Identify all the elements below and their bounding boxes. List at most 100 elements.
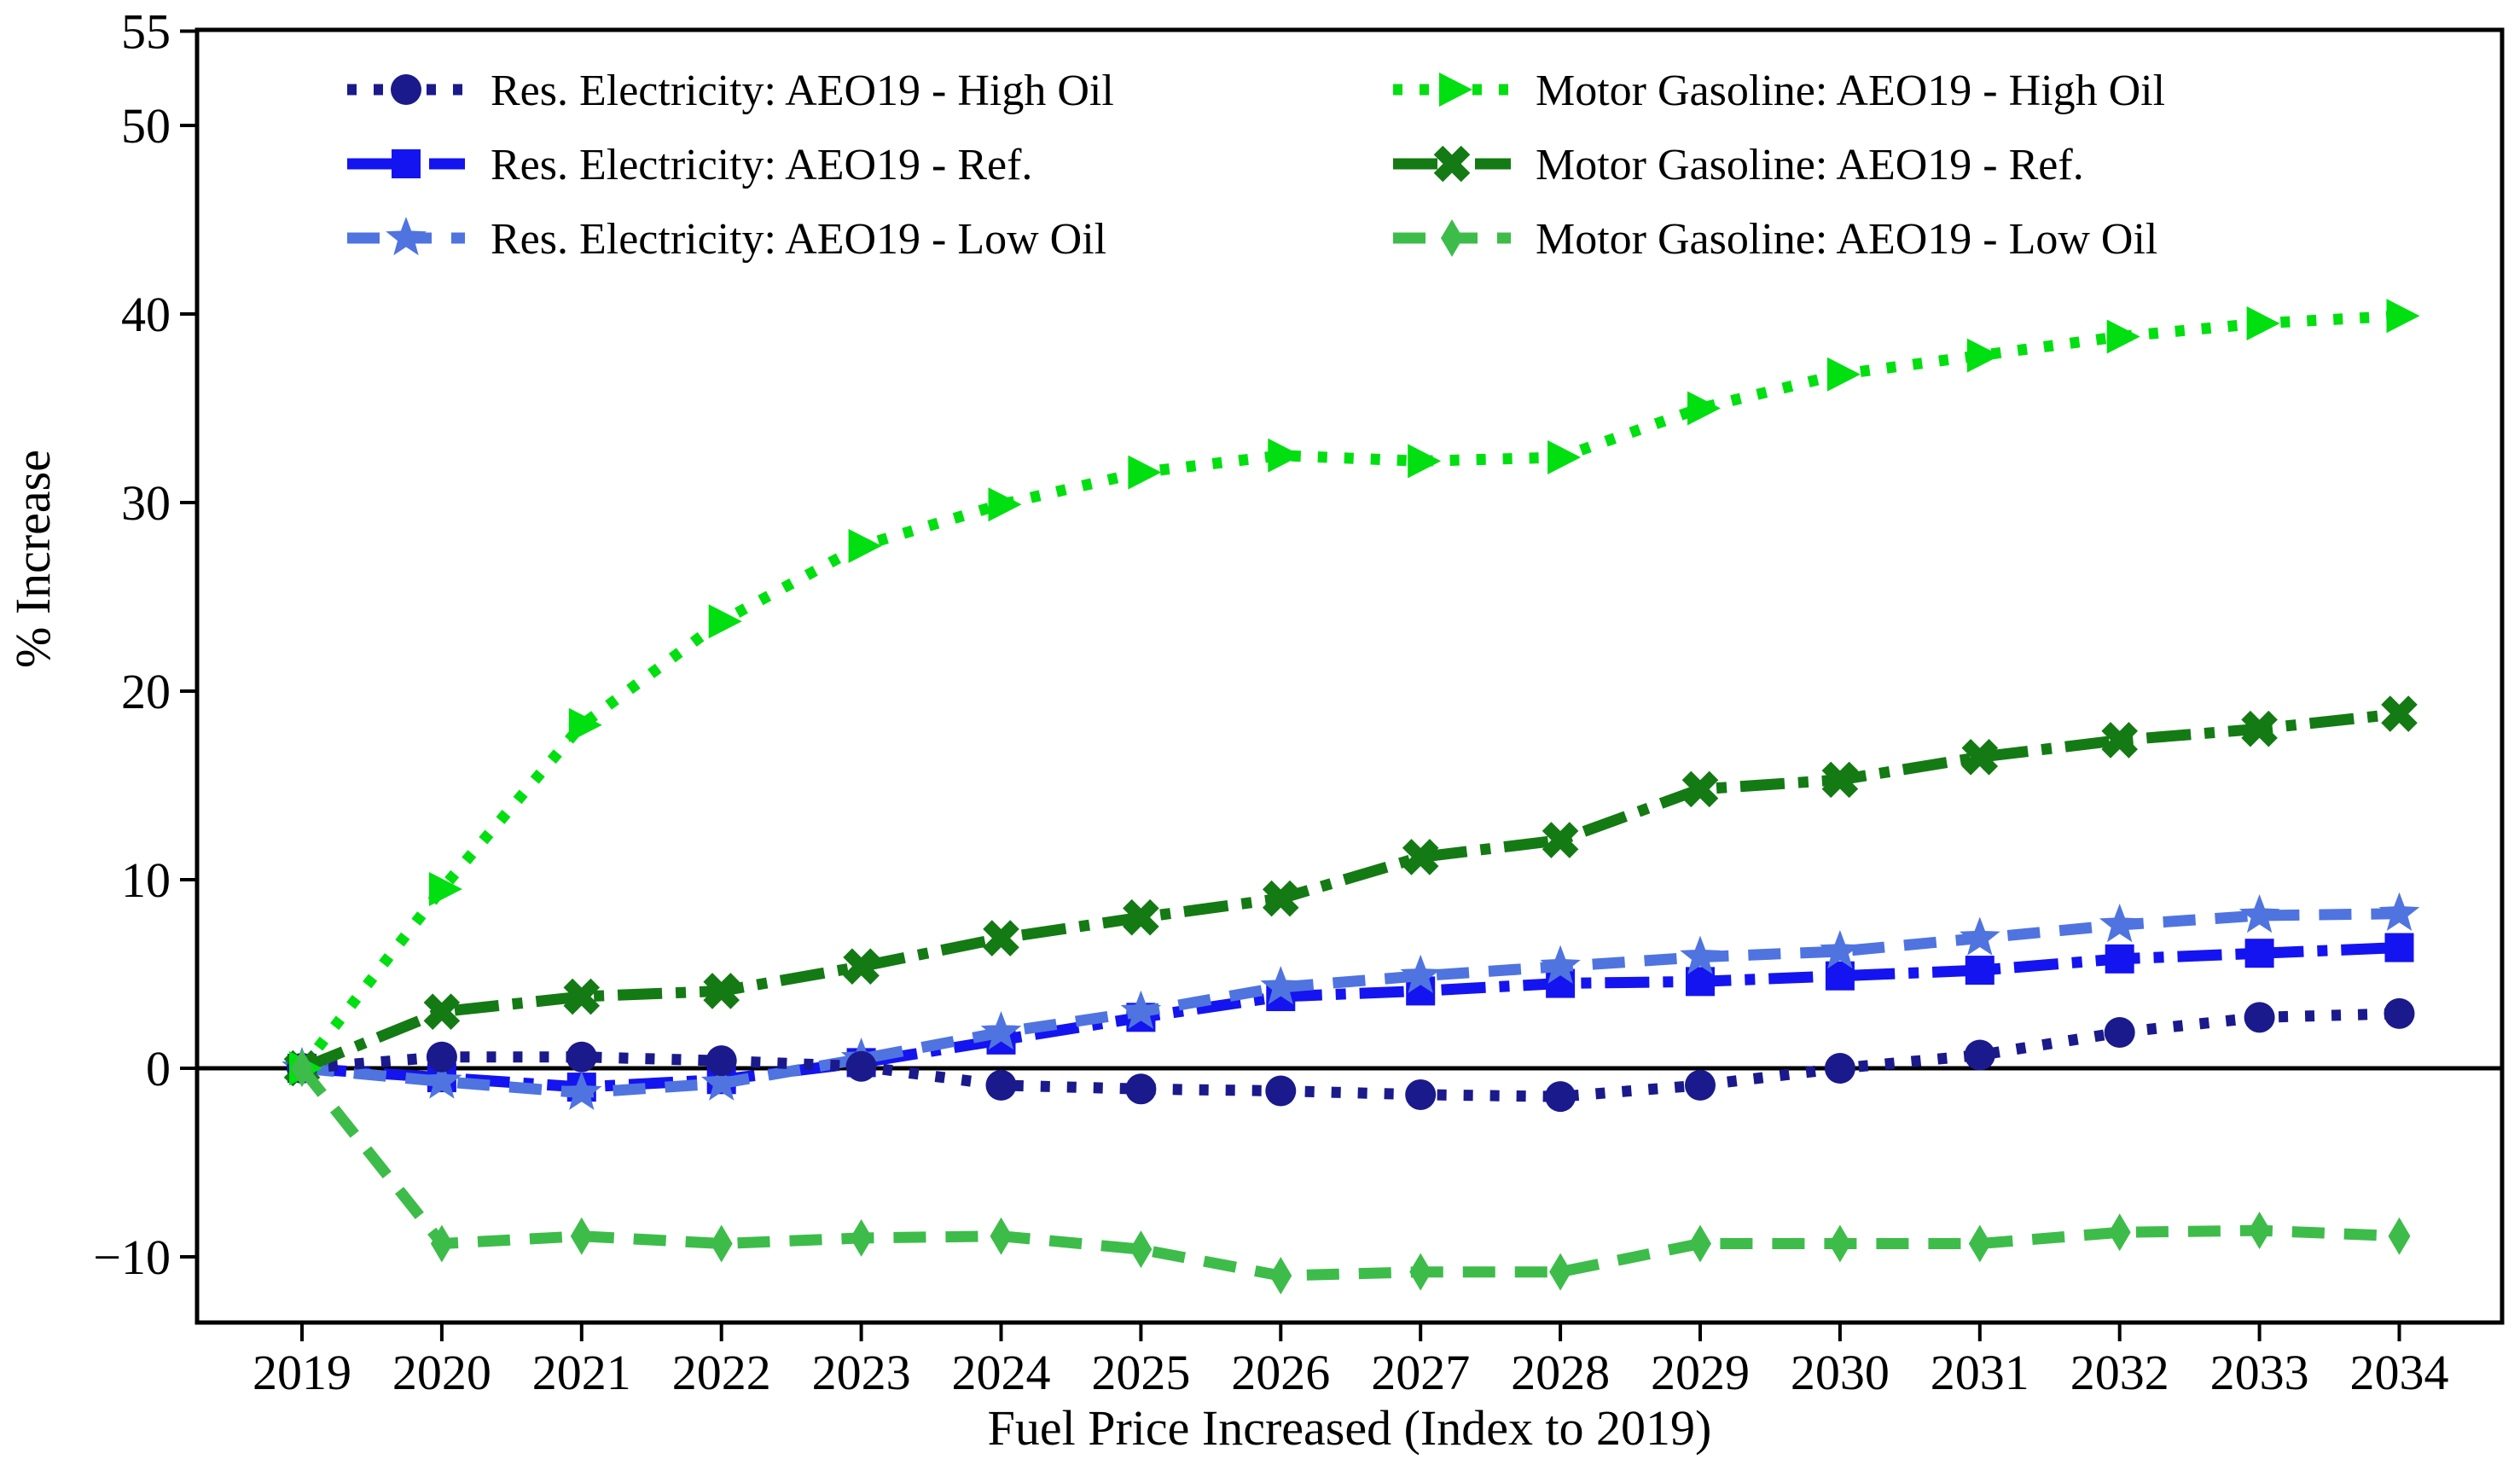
y-tick-label: 55 [121, 4, 171, 60]
legend-item: Res. Electricity: AEO19 - High Oil [347, 67, 1114, 115]
series-marker-circle [566, 1041, 597, 1073]
series-marker-diamond [710, 1224, 733, 1263]
series-marker-triangle-right [848, 528, 882, 563]
series-marker-circle [1265, 1075, 1297, 1107]
series-0 [287, 997, 2415, 1113]
series-group [282, 299, 2420, 1295]
series-marker-x [1262, 880, 1299, 917]
series-marker-x [1961, 739, 1999, 776]
series-marker-x [2241, 710, 2278, 747]
series-marker-triangle-right [708, 604, 742, 639]
x-tick-label: 2032 [2070, 1345, 2169, 1400]
series-marker-x [1123, 898, 1159, 936]
series-marker-diamond [570, 1217, 593, 1255]
series-marker-star [561, 1071, 602, 1110]
x-tick-label: 2030 [1791, 1345, 1890, 1400]
series-line [299, 708, 2401, 1074]
legend-label: Res. Electricity: AEO19 - Low Oil [491, 215, 1106, 264]
series-marker-star [2378, 892, 2420, 931]
series-marker-x [1433, 145, 1471, 183]
series-marker-triangle-right [988, 487, 1022, 522]
series-marker-x [983, 920, 1019, 956]
series-3 [289, 299, 2420, 1085]
series-marker-diamond [430, 1224, 453, 1263]
series-marker-triangle-right [1128, 455, 1162, 490]
series-marker-diamond [1549, 1253, 1572, 1291]
series-marker-triangle-right [2106, 319, 2140, 354]
series-marker-x [1402, 839, 1439, 875]
series-marker-circle [2104, 1017, 2135, 1049]
x-axis-label: Fuel Price Increased (Index to 2019) [988, 1400, 1712, 1456]
series-marker-square [2105, 944, 2134, 974]
series-marker-diamond [990, 1217, 1013, 1255]
x-tick-label: 2028 [1511, 1345, 1610, 1400]
series-marker-x [1681, 770, 1719, 808]
series-marker-triangle-right [1268, 438, 1302, 473]
series-marker-x [843, 948, 880, 985]
series-marker-diamond [1441, 219, 1463, 257]
series-marker-square [2244, 939, 2274, 968]
series-marker-star [1540, 945, 1581, 984]
legend-label: Res. Electricity: AEO19 - High Oil [491, 67, 1114, 115]
y-tick-label: 10 [121, 852, 171, 908]
series-marker-square [2384, 933, 2414, 962]
series-marker-triangle-right [2246, 306, 2280, 341]
x-tick-label: 2021 [532, 1345, 631, 1400]
series-marker-triangle-right [1439, 73, 1472, 107]
series-marker-diamond [1828, 1224, 1851, 1263]
y-tick-label: 0 [146, 1041, 171, 1096]
series-marker-triangle-right [2386, 299, 2420, 334]
x-tick-label: 2023 [812, 1345, 911, 1400]
series-marker-star [1680, 935, 1721, 974]
series-marker-circle [2244, 1002, 2275, 1033]
series-marker-diamond [2248, 1212, 2271, 1250]
series-marker-star [2238, 893, 2280, 933]
series-marker-star [1400, 954, 1441, 993]
x-tick-label: 2019 [253, 1345, 351, 1400]
series-marker-square [1965, 956, 1995, 986]
series-marker-diamond [1129, 1230, 1153, 1269]
y-tick-label: 20 [121, 664, 171, 719]
series-marker-diamond [1968, 1224, 1991, 1263]
series-marker-x [703, 973, 740, 1009]
series-marker-diamond [291, 1049, 313, 1087]
x-tick-label: 2027 [1371, 1345, 1470, 1400]
series-marker-star [1120, 990, 1162, 1029]
series-line [301, 1008, 2400, 1102]
series-marker-x [563, 978, 601, 1015]
series-1 [287, 933, 2414, 1102]
legend-item: Motor Gasoline: AEO19 - Low Oil [1393, 215, 2157, 264]
y-tick-label: −10 [93, 1230, 171, 1285]
series-marker-diamond [1409, 1253, 1432, 1291]
series-marker-circle [391, 74, 421, 105]
series-5 [291, 1049, 2411, 1295]
series-marker-star [980, 1011, 1022, 1050]
series-marker-triangle-right [1408, 444, 1442, 479]
series-marker-x [2381, 695, 2418, 732]
series-marker-triangle-right [1966, 338, 2000, 373]
legend-item: Res. Electricity: AEO19 - Ref. [347, 141, 1032, 189]
series-marker-star [386, 217, 427, 256]
series-4 [283, 695, 2418, 1087]
legend-label: Motor Gasoline: AEO19 - Low Oil [1536, 215, 2157, 264]
x-tick-label: 2031 [1931, 1345, 2029, 1400]
y-tick-label: 30 [121, 475, 171, 531]
series-marker-diamond [1689, 1224, 1711, 1263]
x-tick-label: 2022 [672, 1345, 771, 1400]
y-axis-ticks: 55 50 40 30 20 10 0 −10 [93, 4, 197, 1285]
plot-border [195, 27, 2505, 1325]
series-marker-circle [705, 1045, 737, 1077]
series-marker-diamond [2388, 1217, 2411, 1255]
series-marker-triangle-right [1547, 439, 1582, 474]
series-marker-diamond [1269, 1257, 1292, 1295]
series-marker-star [2099, 904, 2140, 943]
y-tick-label: 40 [121, 287, 171, 342]
legend-item: Motor Gasoline: AEO19 - High Oil [1393, 67, 2165, 115]
legend-label: Motor Gasoline: AEO19 - Ref. [1536, 141, 2084, 189]
x-tick-label: 2026 [1231, 1345, 1330, 1400]
series-marker-star [1960, 916, 2000, 956]
x-tick-label: 2033 [2210, 1345, 2309, 1400]
series-marker-x [1821, 761, 1859, 799]
